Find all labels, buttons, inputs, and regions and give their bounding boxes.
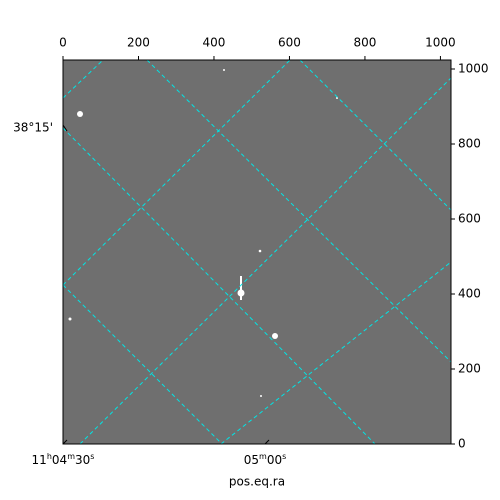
wcs-grid <box>62 59 452 445</box>
star <box>336 97 338 99</box>
y-tick-label: 1000 <box>458 62 489 76</box>
x-tick-label: 1000 <box>425 36 456 50</box>
grid-line <box>62 284 223 445</box>
y-tick-label: 0 <box>458 437 466 451</box>
ra-tick-label: 11h04m30s <box>32 452 95 467</box>
dec-tick-label: 38°15' <box>13 121 53 135</box>
x-tick-label: 400 <box>203 36 226 50</box>
stars <box>68 69 338 397</box>
y-tick-label: 200 <box>458 362 481 376</box>
ra-tick-label: 05m00s <box>244 452 287 467</box>
y-tick-label: 800 <box>458 137 481 151</box>
x-tick-label: 800 <box>353 36 376 50</box>
star <box>258 249 262 253</box>
star-streak <box>240 276 242 300</box>
grid-line <box>62 59 104 99</box>
y-tick-label: 400 <box>458 287 481 301</box>
x-tick-label: 200 <box>127 36 150 50</box>
x-tick-label: 600 <box>278 36 301 50</box>
grid-line <box>146 59 452 363</box>
star <box>77 111 83 117</box>
axes-frame <box>62 59 452 445</box>
star <box>260 395 262 397</box>
grid-line <box>79 77 452 445</box>
grid-line <box>299 59 452 211</box>
star <box>272 333 278 339</box>
image <box>63 60 451 444</box>
dec-tick <box>62 124 68 132</box>
ra-tick <box>264 439 270 445</box>
y-tick-label: 600 <box>458 212 481 226</box>
x-axis-label: pos.eq.ra <box>229 475 285 489</box>
x-tick-label: 0 <box>59 36 67 50</box>
grid-line <box>62 59 291 286</box>
star <box>68 317 72 321</box>
ra-tick <box>62 439 68 445</box>
star <box>223 69 225 71</box>
